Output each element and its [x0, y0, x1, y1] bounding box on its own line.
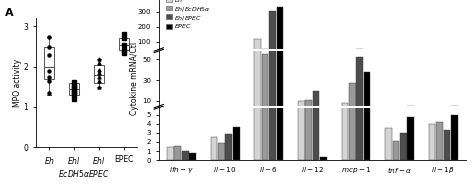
Bar [364, 72, 371, 111]
Bar [254, 0, 261, 111]
Bar [392, 109, 399, 111]
Bar [444, 108, 450, 111]
Bar [436, 56, 443, 57]
Bar [269, 0, 276, 160]
Bar [269, 0, 276, 111]
Bar [218, 109, 225, 111]
Bar [444, 56, 450, 57]
Bar [298, 70, 305, 160]
Bar [385, 56, 392, 57]
FancyBboxPatch shape [94, 65, 104, 83]
Bar [436, 122, 443, 160]
FancyBboxPatch shape [69, 83, 79, 95]
Bar [364, 0, 371, 160]
Bar [429, 56, 436, 57]
Bar [408, 117, 414, 160]
Bar [436, 107, 443, 111]
Bar [174, 146, 181, 160]
Bar [210, 109, 217, 111]
Bar [269, 11, 276, 57]
Bar [182, 151, 189, 160]
Bar [298, 101, 305, 111]
Bar [313, 54, 319, 57]
Bar [408, 106, 414, 111]
Bar [254, 0, 261, 160]
Bar [356, 49, 363, 57]
Bar [276, 8, 283, 57]
Bar [349, 53, 356, 57]
Bar [174, 110, 181, 111]
Bar [342, 56, 348, 57]
Bar [364, 51, 371, 57]
Bar [451, 106, 458, 111]
Bar [313, 0, 319, 160]
Text: A: A [5, 8, 14, 18]
Bar [218, 143, 225, 160]
Bar [444, 130, 450, 160]
FancyBboxPatch shape [45, 47, 54, 79]
Bar [305, 65, 312, 160]
Bar [320, 157, 327, 160]
Bar [276, 0, 283, 111]
Bar [385, 128, 392, 160]
Bar [313, 91, 319, 111]
Bar [233, 107, 239, 111]
Bar [429, 107, 436, 111]
Bar [385, 108, 392, 111]
Bar [400, 108, 407, 111]
Y-axis label: Cytokine mRNA/Ctl: Cytokine mRNA/Ctl [130, 42, 139, 115]
Text: *: * [72, 97, 76, 107]
Bar [254, 39, 261, 57]
Bar [233, 127, 239, 160]
Bar [356, 0, 363, 160]
Bar [262, 0, 268, 160]
Bar [451, 115, 458, 160]
Y-axis label: MPO activity: MPO activity [13, 59, 22, 107]
Bar [356, 57, 363, 111]
Bar [400, 133, 407, 160]
FancyBboxPatch shape [119, 38, 128, 50]
Bar [233, 56, 239, 57]
Bar [305, 55, 312, 57]
Legend: $Eh$, $Eh/EcDH5\alpha$, $Eh/EPEC$, $EPEC$: $Eh$, $Eh/EcDH5\alpha$, $Eh/EPEC$, $EPEC… [165, 0, 212, 31]
Bar [298, 56, 305, 57]
Bar [305, 100, 312, 111]
Bar [349, 83, 356, 111]
Bar [342, 88, 348, 160]
Bar [429, 124, 436, 160]
Bar [400, 56, 407, 57]
Bar [342, 103, 348, 111]
Bar [262, 49, 268, 57]
Bar [451, 56, 458, 57]
Bar [182, 110, 189, 111]
Bar [226, 108, 232, 111]
Bar [262, 54, 268, 111]
Bar [408, 56, 414, 57]
Bar [226, 134, 232, 160]
Bar [189, 153, 196, 160]
Bar [349, 0, 356, 160]
Bar [392, 141, 399, 160]
Bar [226, 56, 232, 57]
Bar [276, 0, 283, 160]
Bar [167, 146, 173, 160]
Bar [167, 110, 173, 111]
Bar [210, 137, 217, 160]
